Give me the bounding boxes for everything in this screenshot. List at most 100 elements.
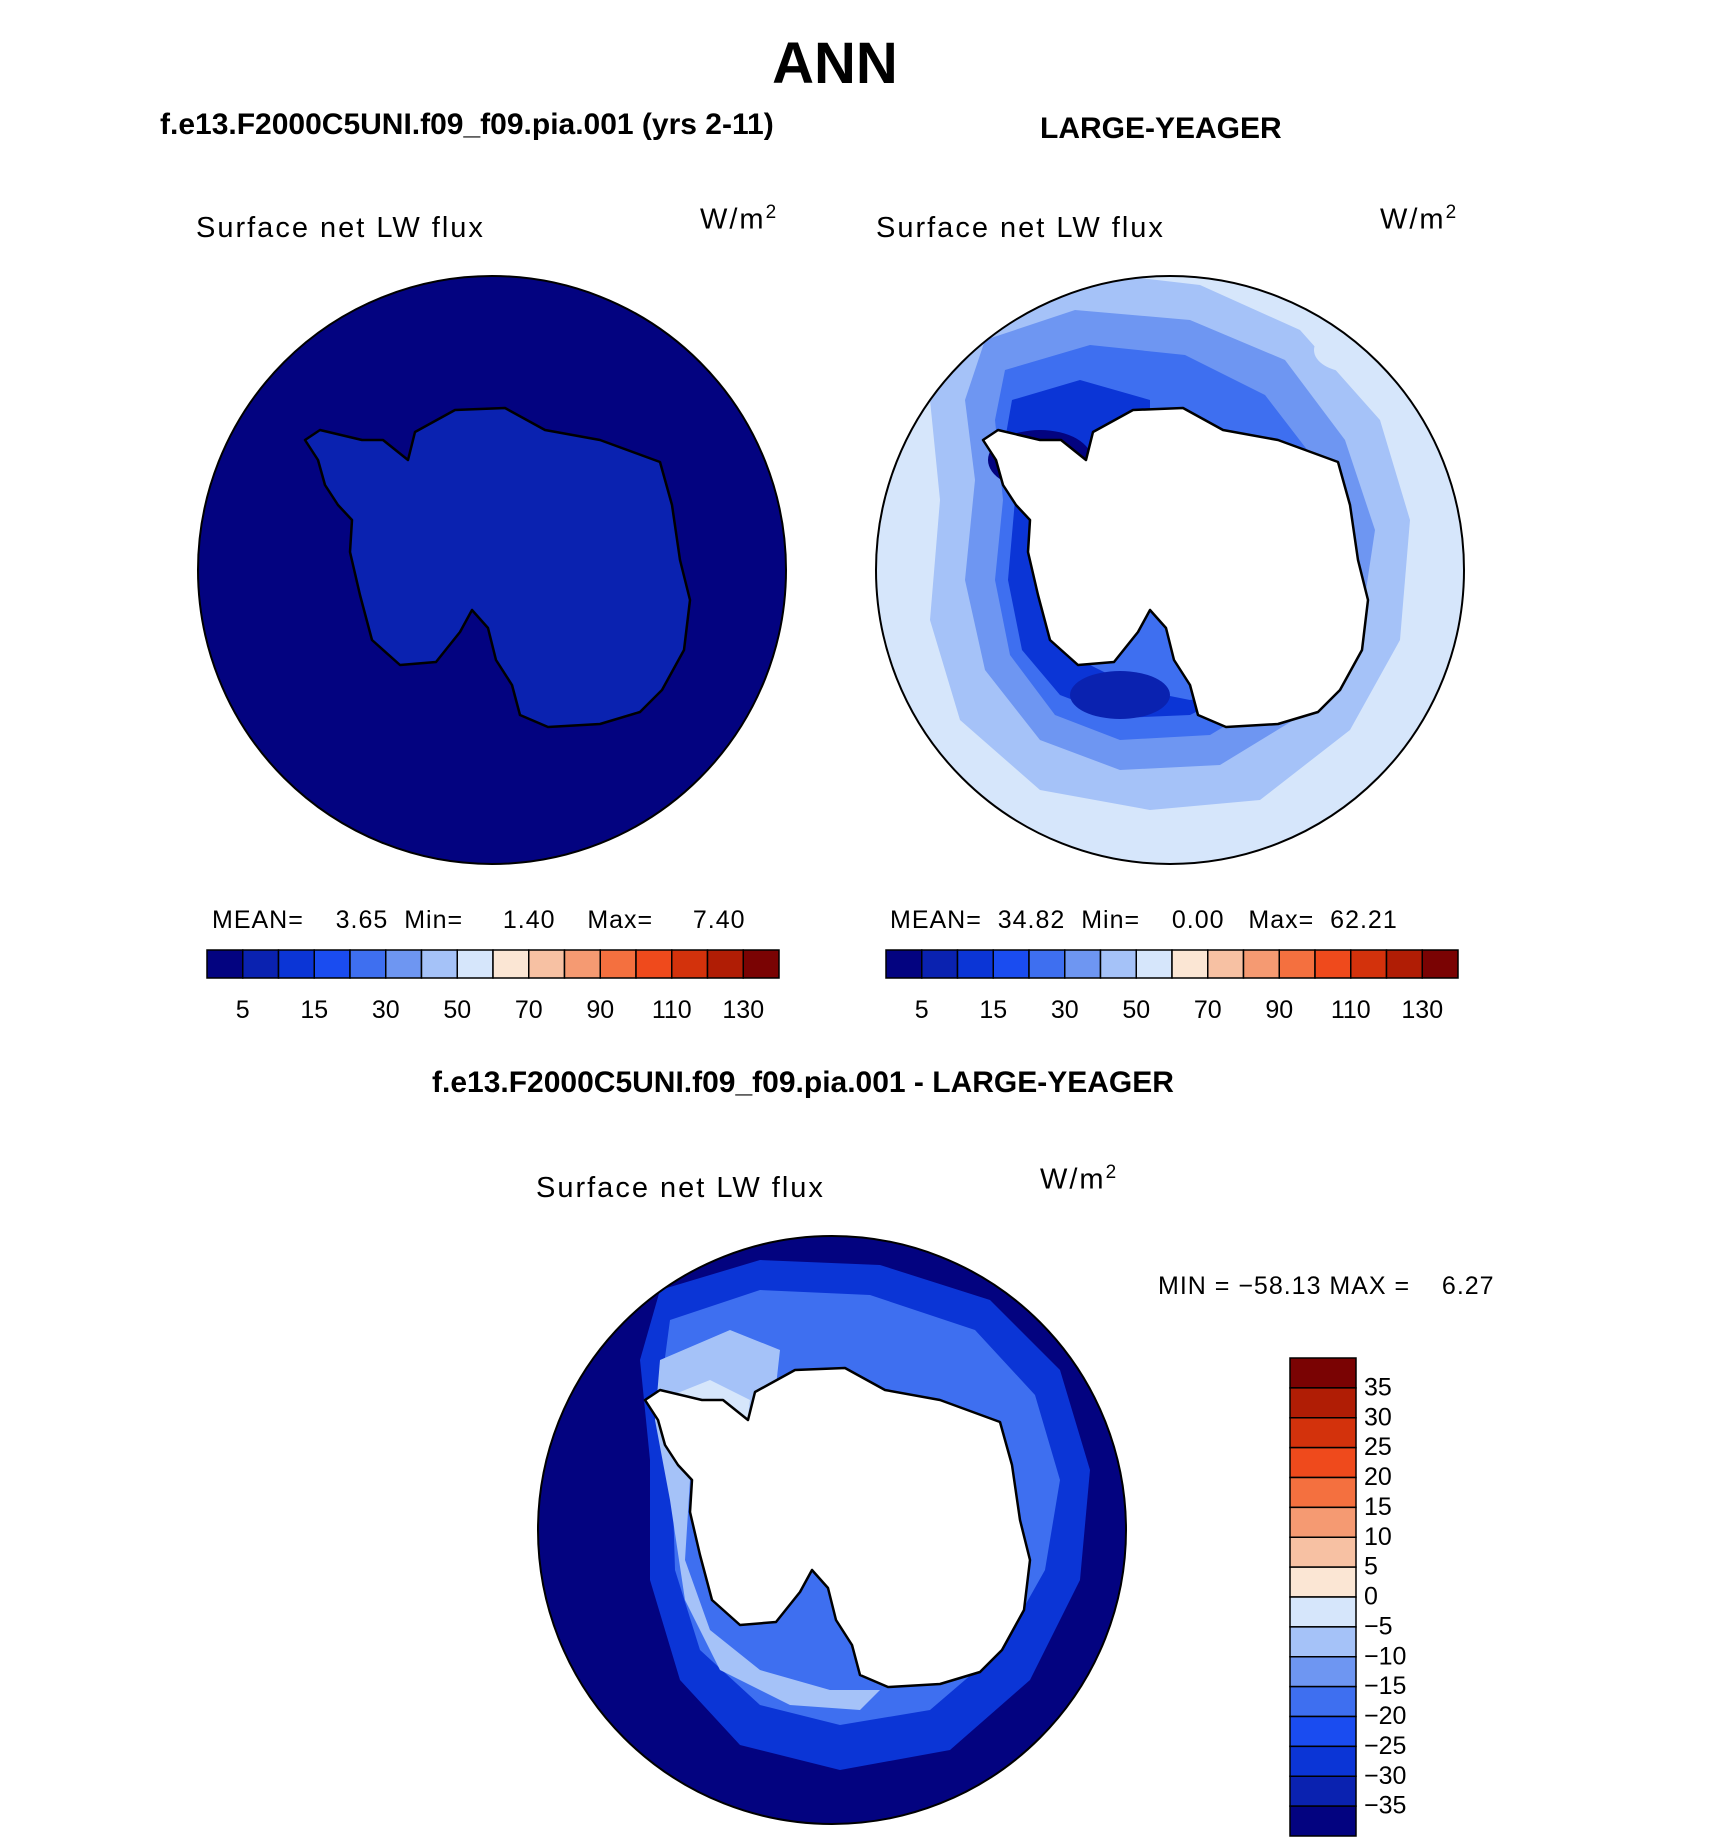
colorbar-left-tick-label: 70 [515, 996, 543, 1024]
panel-left-stats: MEAN= 3.65 Min= 1.40 Max= 7.40 [212, 906, 746, 934]
colorbar-diff-tick-label: 10 [1364, 1523, 1392, 1551]
panel-right-stats: MEAN= 34.82 Min= 0.00 Max= 62.21 [890, 906, 1398, 934]
colorbar-diff-tick-label: −30 [1364, 1762, 1406, 1790]
colorbar-diff-tick-label: −25 [1364, 1732, 1406, 1760]
colorbar-left-tick-label: 90 [586, 996, 614, 1024]
panel-diff-header: f.e13.F2000C5UNI.f09_f09.pia.001 - LARGE… [432, 1066, 1174, 1099]
colorbar-diff-swatch [1289, 1805, 1357, 1837]
map-diff-border [537, 1235, 1127, 1825]
colorbar-right-tick-label: 15 [979, 996, 1007, 1024]
colorbar-right-tick-label: 110 [1331, 996, 1371, 1024]
colorbar-diff-tick-label: −5 [1364, 1612, 1393, 1640]
colorbar-left-tick-label: 5 [236, 996, 250, 1024]
colorbar-left-tick-label: 30 [372, 996, 400, 1024]
colorbar-left-swatch [599, 949, 637, 979]
map-left-antarctica [303, 406, 692, 729]
colorbar-diff-swatch [1289, 1656, 1357, 1688]
colorbar-diff-tick-label: −20 [1364, 1702, 1406, 1730]
colorbar-right-swatch [1278, 949, 1316, 979]
colorbar-diff-swatch [1289, 1506, 1357, 1538]
colorbar-right-swatch [1028, 949, 1066, 979]
colorbar-right-swatch [1064, 949, 1102, 979]
colorbar-left-swatch [635, 949, 673, 979]
colorbar-diff-tick-label: −10 [1364, 1642, 1406, 1670]
colorbar-left-swatch [456, 949, 494, 979]
panel-left-variable: Surface net LW flux [196, 212, 485, 244]
colorbar-right-tick-label: 5 [915, 996, 929, 1024]
map-right [875, 275, 1465, 865]
colorbar-right-swatch [1242, 949, 1280, 979]
map-right-border [875, 275, 1465, 865]
colorbar-right-tick-label: 30 [1051, 996, 1079, 1024]
panel-diff-minmax: MIN = −58.13 MAX = 6.27 [1158, 1272, 1495, 1300]
colorbar-left-swatch [706, 949, 744, 979]
colorbar-right-swatch [1350, 949, 1388, 979]
colorbar-left-swatch [492, 949, 530, 979]
map-diff [537, 1235, 1127, 1825]
map-right-light-patch [1314, 328, 1386, 372]
map-left-border [197, 275, 787, 865]
panel-left-units: W/m2 [700, 202, 779, 236]
colorbar-diff-tick-label: −35 [1364, 1792, 1406, 1820]
panel-diff-units: W/m2 [1040, 1162, 1119, 1196]
colorbar-diff-swatch [1289, 1536, 1357, 1568]
colorbar-right-tick-label: 70 [1194, 996, 1222, 1024]
colorbar-left-swatch [420, 949, 458, 979]
panel-right-variable: Surface net LW flux [876, 212, 1165, 244]
map-right-ross-max [1070, 671, 1170, 719]
colorbar-left-swatch [528, 949, 566, 979]
colorbar-right-swatch [1207, 949, 1245, 979]
colorbar-diff-swatch [1289, 1715, 1357, 1748]
colorbar-diff-swatch [1289, 1626, 1357, 1658]
colorbar-left-swatch [313, 949, 351, 979]
colorbar-right-swatch [956, 949, 994, 979]
colorbar-right-tick-label: 90 [1265, 996, 1293, 1024]
colorbar-diff-swatch [1289, 1417, 1357, 1449]
panel-right-units: W/m2 [1380, 202, 1459, 236]
colorbar-diff-tick-label: −15 [1364, 1672, 1406, 1700]
colorbar-diff-tick-label: 25 [1364, 1433, 1392, 1461]
colorbar-right-swatch [921, 949, 959, 979]
colorbar-right-swatch [1314, 949, 1352, 979]
panel-diff-variable: Surface net LW flux [536, 1172, 825, 1204]
colorbar-right-tick-label: 130 [1401, 996, 1443, 1024]
colorbar-left-swatch [277, 949, 315, 979]
colorbar-left-tick-label: 50 [443, 996, 471, 1024]
colorbar-left-swatch [206, 949, 244, 979]
colorbar-left-tick-label: 110 [652, 996, 692, 1024]
colorbar-right-swatch [1135, 949, 1173, 979]
colorbar-diff-tick-label: 35 [1364, 1373, 1392, 1401]
colorbar-left: 5 15 30 50 70 90 110 130 [206, 949, 780, 1024]
colorbar-left-tick-label: 15 [300, 996, 328, 1024]
colorbar-diff-swatch [1289, 1387, 1357, 1419]
colorbar-diff-swatch [1289, 1745, 1357, 1777]
colorbar-left-swatch [563, 949, 601, 979]
colorbar-diff-swatch [1289, 1446, 1357, 1479]
colorbar-right-swatch [1421, 949, 1459, 979]
colorbar-diff-swatch [1289, 1685, 1357, 1718]
colorbar-right-swatch [1099, 949, 1137, 979]
colorbar-right-swatch [1385, 949, 1423, 979]
colorbar-left-swatch [349, 949, 387, 979]
colorbar-diff-swatch [1289, 1476, 1357, 1509]
colorbar-diff-tick-label: 5 [1364, 1553, 1378, 1581]
colorbar-right-swatch [1171, 949, 1209, 979]
colorbar-right-tick-label: 50 [1122, 996, 1150, 1024]
colorbar-left-swatch [671, 949, 709, 979]
colorbar-diff-tick-label: 0 [1364, 1583, 1378, 1611]
colorbar-left-tick-label: 130 [722, 996, 764, 1024]
map-diff-antarctica [643, 1366, 1032, 1689]
colorbar-right-swatch [885, 949, 923, 979]
colorbar-diff-swatch [1289, 1566, 1357, 1598]
figure-title: ANN [772, 31, 898, 96]
colorbar-left-swatch [742, 949, 780, 979]
colorbar-left-swatch [385, 949, 423, 979]
panel-left-header: f.e13.F2000C5UNI.f09_f09.pia.001 (yrs 2-… [160, 108, 774, 141]
map-left [197, 275, 787, 865]
colorbar-diff-swatch [1289, 1357, 1357, 1389]
colorbar-diff-swatch [1289, 1596, 1357, 1628]
panel-right-header: LARGE-YEAGER [1040, 112, 1282, 145]
colorbar-diff-tick-label: 30 [1364, 1403, 1392, 1431]
